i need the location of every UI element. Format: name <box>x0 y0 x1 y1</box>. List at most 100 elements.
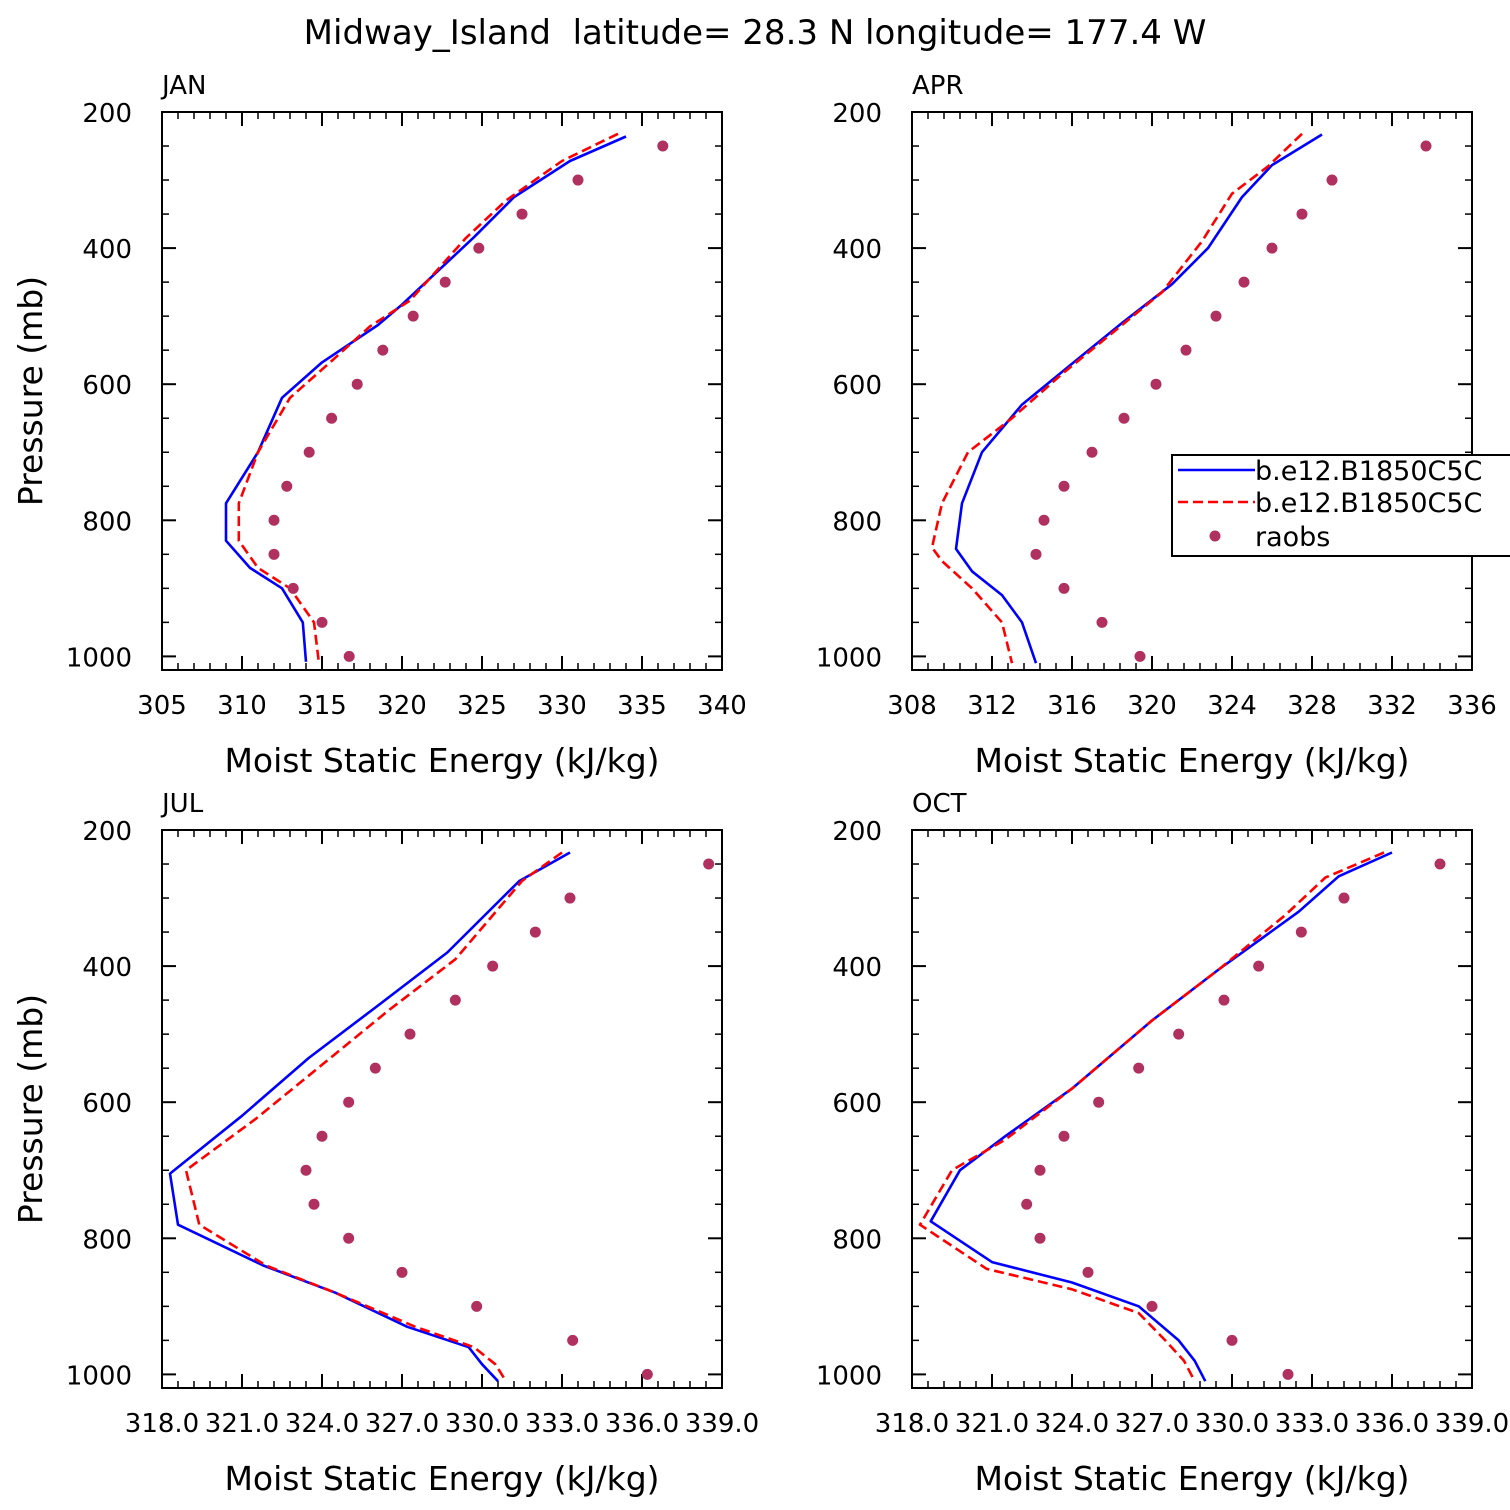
raobs-point <box>1253 960 1265 972</box>
series-line-dashed <box>184 851 563 1382</box>
x-tick-label: 315 <box>297 691 347 721</box>
y-tick-label: 200 <box>82 99 132 129</box>
x-tick-label: 336.0 <box>1355 1409 1429 1439</box>
x-tick-label: 332 <box>1367 691 1417 721</box>
raobs-point <box>396 1266 408 1278</box>
y-tick-label: 200 <box>82 817 132 847</box>
plot-frame <box>161 111 723 671</box>
raobs-point <box>369 1062 381 1074</box>
panel-jan: 305 310 315 320 325 330 335 340 200 400 600 800 1000… <box>11 71 747 780</box>
raobs-point <box>303 446 315 458</box>
raobs-point <box>516 208 528 220</box>
x-tick-label: 327.0 <box>1115 1409 1189 1439</box>
raobs-point <box>1210 310 1222 322</box>
raobs-point <box>657 140 669 152</box>
series-line-dashed <box>237 132 619 662</box>
series-group <box>930 132 1432 664</box>
raobs-point <box>529 926 541 938</box>
y-tick-label: 400 <box>832 953 882 983</box>
x-tick-label: 321.0 <box>205 1409 279 1439</box>
y-axis-label: Pressure (mb) <box>11 994 50 1224</box>
x-tick-label: 320 <box>1127 691 1177 721</box>
y-tick-label: 600 <box>832 371 882 401</box>
panel-title: APR <box>912 71 964 101</box>
x-tick-label: 320 <box>377 691 427 721</box>
y-tick-label: 400 <box>82 235 132 265</box>
raobs-point <box>1118 412 1130 424</box>
y-tick-label: 800 <box>832 507 882 537</box>
raobs-point <box>404 1028 416 1040</box>
x-tick-label: 339.0 <box>685 1409 759 1439</box>
raobs-point <box>308 1198 320 1210</box>
raobs-point <box>1096 616 1108 628</box>
panel-oct: 318.0 321.0 324.0 327.0 330.0 333.0 336.0 339.0… <box>816 789 1509 1498</box>
panel-title: JUL <box>160 789 204 819</box>
raobs-point <box>564 892 576 904</box>
raobs-point <box>316 1130 328 1142</box>
y-tick-label: 800 <box>82 1225 132 1255</box>
raobs-point <box>351 378 363 390</box>
x-tick-label: 312 <box>967 691 1017 721</box>
raobs-point <box>343 650 355 662</box>
raobs-point <box>326 412 338 424</box>
panel-apr: 308 312 316 320 324 328 332 336 200 400 600 800 1000… <box>816 71 1510 780</box>
raobs-point <box>473 242 485 254</box>
raobs-point <box>377 344 389 356</box>
raobs-point <box>1180 344 1192 356</box>
raobs-point <box>1226 1334 1238 1346</box>
x-tick-label: 335 <box>617 691 667 721</box>
panel-jul: 318.0 321.0 324.0 327.0 330.0 333.0 336.0 339.0… <box>11 789 759 1498</box>
y-tick-label: 200 <box>832 817 882 847</box>
raobs-point <box>1030 548 1042 560</box>
y-tick-label: 600 <box>82 1089 132 1119</box>
raobs-point <box>471 1300 483 1312</box>
plot-frame <box>911 111 1473 671</box>
figure-title: Midway_Island latitude= 28.3 N longitude… <box>304 13 1207 53</box>
raobs-point <box>343 1096 355 1108</box>
raobs-point <box>287 582 299 594</box>
raobs-point <box>1038 514 1050 526</box>
series-group <box>168 851 715 1383</box>
x-tick-label: 327.0 <box>365 1409 439 1439</box>
x-tick-label: 324.0 <box>285 1409 359 1439</box>
x-tick-label: 325 <box>457 691 507 721</box>
series-line-solid <box>929 851 1393 1382</box>
y-axis-label: Pressure (mb) <box>11 276 50 506</box>
plot-frame <box>161 829 723 1389</box>
y-tick-label: 1000 <box>66 643 132 673</box>
raobs-point <box>281 480 293 492</box>
raobs-point <box>1082 1266 1094 1278</box>
raobs-point <box>1434 858 1446 870</box>
raobs-point <box>487 960 499 972</box>
raobs-point <box>1218 994 1230 1006</box>
series-group <box>918 851 1446 1382</box>
raobs-point <box>1338 892 1350 904</box>
x-tick-label: 336 <box>1447 691 1497 721</box>
raobs-point <box>1295 926 1307 938</box>
x-axis-label: Moist Static Energy (kJ/kg) <box>974 1459 1409 1498</box>
panel-title: JAN <box>160 71 206 101</box>
panel-title: OCT <box>912 789 967 819</box>
y-tick-label: 400 <box>82 953 132 983</box>
plot-frame <box>911 829 1473 1389</box>
raobs-point <box>1150 378 1162 390</box>
series-line-solid <box>168 851 571 1383</box>
y-tick-label: 1000 <box>816 1361 882 1391</box>
y-tick-label: 600 <box>82 371 132 401</box>
y-tick-label: 600 <box>832 1089 882 1119</box>
x-tick-label: 330 <box>537 691 587 721</box>
raobs-point <box>1238 276 1250 288</box>
x-tick-label: 339.0 <box>1435 1409 1509 1439</box>
x-tick-label: 316 <box>1047 691 1097 721</box>
x-tick-label: 308 <box>887 691 937 721</box>
raobs-point <box>316 616 328 628</box>
raobs-point <box>1058 480 1070 492</box>
x-tick-label: 305 <box>137 691 187 721</box>
x-tick-label: 328 <box>1287 691 1337 721</box>
series-line-solid <box>954 133 1323 664</box>
raobs-point <box>268 548 280 560</box>
x-tick-label: 340 <box>697 691 747 721</box>
series-line-dashed <box>930 132 1303 664</box>
